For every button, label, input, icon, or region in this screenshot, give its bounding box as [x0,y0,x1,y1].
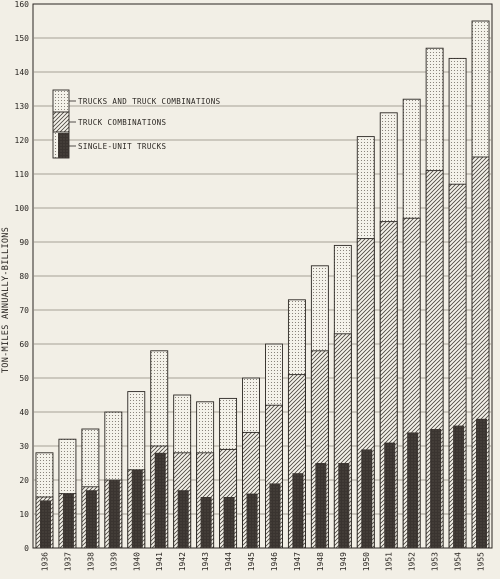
y-tick-label: 160 [15,0,30,9]
y-tick-label: 140 [15,68,30,77]
bar-single-unit-segment [223,497,235,548]
bars [35,20,490,549]
x-tick-label: 1955 [477,552,486,571]
y-tick-label: 130 [15,102,30,111]
y-tick-label: 110 [15,170,30,179]
bar-single-unit-segment [361,449,373,548]
y-tick-label: 70 [19,306,29,315]
x-tick-label: 1944 [224,552,233,571]
x-tick-label: 1946 [270,552,279,571]
legend-label-combinations: TRUCK COMBINATIONS [78,118,167,127]
x-tick-label: 1940 [132,552,141,571]
x-tick-label: 1941 [155,552,164,571]
bar-single-unit-segment [476,418,488,548]
x-tick-label: 1942 [178,552,187,571]
x-tick-label: 1950 [362,552,371,571]
x-tick-label: 1945 [247,552,256,571]
bar-single-unit-segment [315,463,327,548]
bar-single-unit-segment [39,500,51,548]
y-tick-label: 50 [19,374,29,383]
x-tick-label: 1953 [431,552,440,571]
legend-label-total: TRUCKS AND TRUCK COMBINATIONS [78,97,221,106]
y-axis-title: TON-MILES ANNUALLY-BILLIONS [1,227,11,373]
x-tick-label: 1954 [454,552,463,571]
bar-single-unit-segment [269,483,281,548]
x-tick-labels: 1936 1937 1938 1939 1940 1941 1942 1943 1944 1945… [40,552,485,571]
y-tick-label: 30 [19,442,29,451]
x-tick-label: 1937 [63,552,72,571]
bar-single-unit-segment [338,463,350,548]
bar-single-unit-segment [108,480,120,548]
x-tick-label: 1949 [339,552,348,571]
y-tick-label: 0 [24,544,29,553]
y-tick-label: 60 [19,340,29,349]
x-tick-label: 1943 [201,552,210,571]
legend: TRUCKS AND TRUCK COMBINATIONS TRUCK COMB… [52,89,221,159]
x-tick-label: 1938 [86,552,95,571]
legend-swatch-combinations [52,111,70,133]
y-tick-label: 20 [19,476,29,485]
x-tick-label: 1952 [408,552,417,571]
legend-swatch-total [52,89,70,113]
bar-single-unit-segment [177,490,189,548]
bar-single-unit-segment [131,469,143,548]
legend-label-single-unit: SINGLE-UNIT TRUCKS [78,142,167,151]
y-tick-label: 40 [19,408,29,417]
y-tick-label: 100 [15,204,30,213]
bar-single-unit-segment [62,493,74,548]
bar-single-unit-segment [453,425,465,548]
x-tick-label: 1936 [40,552,49,571]
bar-single-unit-segment [246,493,258,548]
x-tick-label: 1939 [109,552,118,571]
x-tick-label: 1951 [385,552,394,571]
x-tick-label: 1948 [316,552,325,571]
bar-single-unit-segment [430,429,442,548]
y-tick-label: 10 [19,510,29,519]
y-tick-label: 150 [15,34,30,43]
bar-single-unit-segment [384,442,396,548]
y-tick-label: 90 [19,238,29,247]
bar-single-unit-segment [292,473,304,548]
bar-single-unit-segment [407,432,419,548]
x-tick-label: 1947 [293,552,302,571]
y-tick-label: 80 [19,272,29,281]
grid-lines [33,37,492,515]
bar-single-unit-segment [85,490,97,548]
bar-single-unit-segment [154,452,166,548]
legend-swatch-single-unit [58,133,69,158]
y-tick-labels: 0 10 20 30 40 50 60 70 80 90 100 110 120 130 140 150 160 [15,0,30,553]
y-tick-label: 120 [15,136,30,145]
bar-single-unit-segment [200,497,212,548]
